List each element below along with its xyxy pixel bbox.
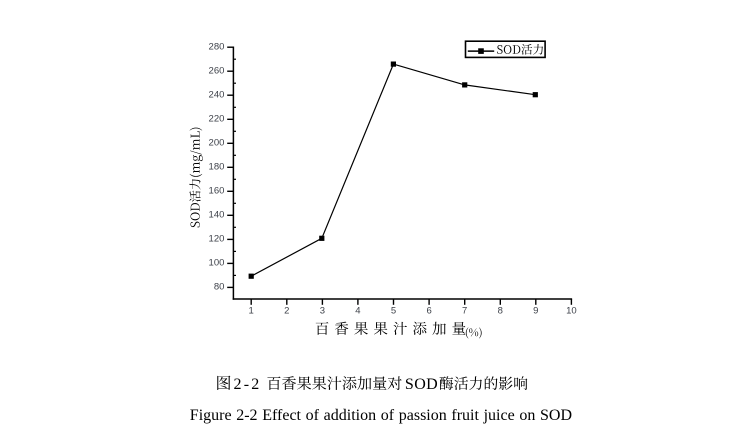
svg-text:80: 80 [214, 282, 225, 293]
svg-text:1: 1 [249, 306, 254, 317]
svg-text:3: 3 [320, 306, 325, 317]
svg-text:160: 160 [209, 186, 225, 197]
svg-text:140: 140 [209, 210, 225, 221]
svg-text:8: 8 [498, 306, 503, 317]
svg-text:6: 6 [426, 306, 431, 317]
svg-text:2-2: 2-2 [234, 376, 262, 393]
svg-text:120: 120 [209, 234, 225, 245]
svg-text:5: 5 [391, 306, 396, 317]
svg-text:4: 4 [355, 306, 360, 317]
svg-text:240: 240 [209, 90, 225, 101]
svg-text:180: 180 [209, 162, 225, 173]
svg-text:100: 100 [209, 258, 225, 269]
svg-text:280: 280 [209, 42, 225, 53]
svg-text:10: 10 [566, 306, 577, 317]
svg-text:9: 9 [533, 306, 538, 317]
svg-text:260: 260 [209, 66, 225, 77]
svg-text:7: 7 [462, 306, 467, 317]
svg-text:200: 200 [209, 138, 225, 149]
svg-text:SOD: SOD [405, 376, 438, 393]
svg-text:2: 2 [284, 306, 289, 317]
svg-text:Figure 2-2 Effect of addition: Figure 2-2 Effect of addition of passion… [190, 407, 572, 424]
svg-text:220: 220 [209, 114, 225, 125]
